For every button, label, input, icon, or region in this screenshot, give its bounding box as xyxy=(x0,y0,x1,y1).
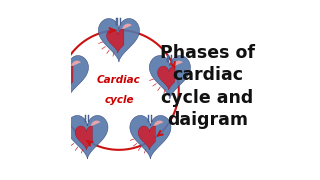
Polygon shape xyxy=(56,66,73,90)
Text: Cardiac: Cardiac xyxy=(97,75,141,85)
Text: Phases of
cardiac
cycle and
daigram: Phases of cardiac cycle and daigram xyxy=(160,44,255,129)
Polygon shape xyxy=(154,121,164,127)
Polygon shape xyxy=(98,19,140,62)
Polygon shape xyxy=(122,24,132,30)
Polygon shape xyxy=(149,56,190,99)
Polygon shape xyxy=(71,61,81,67)
Polygon shape xyxy=(75,126,92,150)
Polygon shape xyxy=(130,115,171,159)
Polygon shape xyxy=(173,61,183,67)
Polygon shape xyxy=(91,121,100,127)
FancyBboxPatch shape xyxy=(85,115,86,122)
FancyBboxPatch shape xyxy=(69,55,70,62)
FancyBboxPatch shape xyxy=(120,18,121,25)
FancyBboxPatch shape xyxy=(151,115,152,122)
FancyBboxPatch shape xyxy=(66,55,67,62)
FancyBboxPatch shape xyxy=(171,55,172,62)
FancyBboxPatch shape xyxy=(88,115,90,122)
Polygon shape xyxy=(157,66,175,90)
FancyBboxPatch shape xyxy=(167,55,169,62)
Polygon shape xyxy=(67,115,108,159)
FancyBboxPatch shape xyxy=(148,115,149,122)
Text: cycle: cycle xyxy=(104,95,134,105)
Polygon shape xyxy=(138,126,156,150)
Polygon shape xyxy=(47,56,89,99)
Polygon shape xyxy=(107,29,124,53)
FancyBboxPatch shape xyxy=(116,18,118,25)
